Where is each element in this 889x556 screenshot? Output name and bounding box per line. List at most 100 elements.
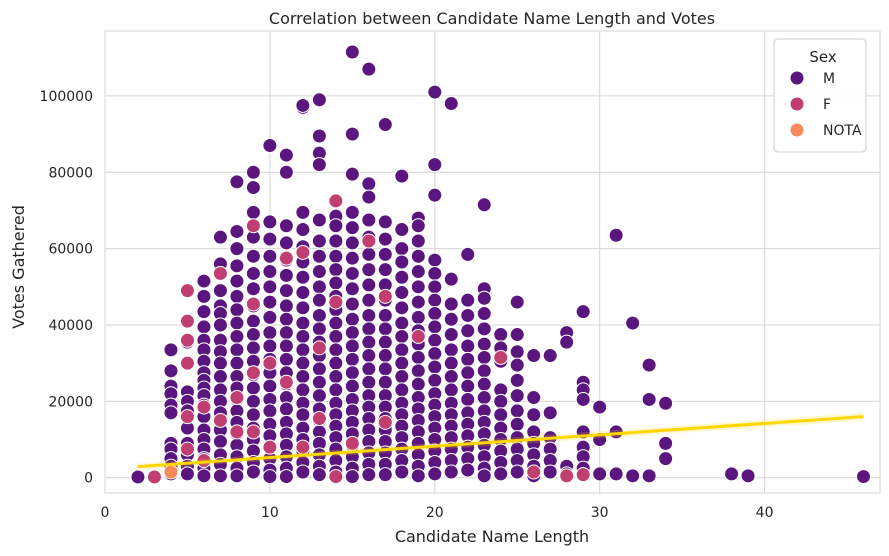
point-m: [377, 246, 393, 262]
point-m: [377, 214, 393, 230]
point-m: [229, 241, 245, 257]
legend-label-nota: NOTA: [823, 123, 862, 139]
point-m: [328, 315, 344, 331]
point-m: [377, 231, 393, 247]
point-m: [295, 285, 311, 301]
point-m: [526, 407, 542, 423]
point-m: [476, 390, 492, 406]
point-m: [278, 235, 294, 251]
point-f: [196, 399, 212, 415]
y-tick-label: 0: [84, 471, 93, 487]
point-m: [460, 365, 476, 381]
point-f: [559, 468, 575, 484]
point-f: [328, 469, 344, 485]
point-m: [608, 227, 624, 243]
point-m: [344, 220, 360, 236]
point-m: [278, 469, 294, 485]
point-m: [476, 197, 492, 213]
point-m: [344, 166, 360, 182]
point-f: [245, 424, 261, 440]
x-axis-title: Candidate Name Length: [395, 527, 589, 546]
point-m: [476, 363, 492, 379]
point-f: [179, 355, 195, 371]
point-m: [262, 309, 278, 325]
point-m: [740, 468, 756, 484]
y-tick-label: 100000: [40, 89, 93, 105]
point-m: [476, 468, 492, 484]
point-m: [476, 349, 492, 365]
point-f: [179, 313, 195, 329]
point-f: [344, 435, 360, 451]
point-m: [229, 288, 245, 304]
point-m: [262, 294, 278, 310]
point-m: [443, 296, 459, 312]
point-m: [245, 464, 261, 480]
point-m: [443, 369, 459, 385]
point-m: [394, 285, 410, 301]
point-m: [361, 292, 377, 308]
point-m: [311, 361, 327, 377]
x-tick-label: 40: [756, 505, 774, 521]
point-m: [361, 176, 377, 192]
x-tick-label: 30: [591, 505, 609, 521]
point-m: [229, 273, 245, 289]
point-m: [427, 346, 443, 362]
point-m: [427, 372, 443, 388]
point-m: [641, 391, 657, 407]
point-m: [311, 233, 327, 249]
point-m: [509, 344, 525, 360]
point-m: [509, 464, 525, 480]
point-m: [427, 306, 443, 322]
point-m: [575, 391, 591, 407]
point-m: [410, 264, 426, 280]
point-m: [344, 296, 360, 312]
point-m: [625, 468, 641, 484]
point-m: [394, 254, 410, 270]
x-tick-label: 10: [261, 505, 279, 521]
point-f: [377, 288, 393, 304]
point-m: [344, 126, 360, 142]
point-m: [410, 233, 426, 249]
point-f: [328, 294, 344, 310]
point-m: [328, 369, 344, 385]
point-m: [278, 298, 294, 314]
point-f: [179, 332, 195, 348]
chart-title: Correlation between Candidate Name Lengt…: [269, 9, 715, 28]
point-m: [344, 311, 360, 327]
point-m: [328, 233, 344, 249]
point-m: [344, 204, 360, 220]
point-f: [311, 411, 327, 427]
trend-line-group: [137, 412, 864, 470]
point-m: [212, 369, 228, 385]
point-m: [410, 248, 426, 264]
point-m: [295, 407, 311, 423]
point-m: [295, 315, 311, 331]
point-m: [493, 466, 509, 482]
point-f: [493, 349, 509, 365]
x-tick-label: 0: [101, 505, 110, 521]
point-m: [262, 214, 278, 230]
point-f: [526, 464, 542, 480]
point-m: [443, 271, 459, 287]
point-m: [229, 223, 245, 239]
legend-marker-f: [790, 97, 804, 111]
point-m: [229, 315, 245, 331]
point-m: [377, 262, 393, 278]
point-m: [295, 97, 311, 113]
point-m: [526, 390, 542, 406]
point-m: [196, 273, 212, 289]
point-m: [262, 231, 278, 247]
point-m: [509, 327, 525, 343]
y-axis-title: Votes Gathered: [9, 205, 28, 329]
point-m: [229, 258, 245, 274]
point-m: [344, 325, 360, 341]
point-m: [344, 351, 360, 367]
point-m: [361, 212, 377, 228]
point-m: [394, 269, 410, 285]
point-m: [493, 393, 509, 409]
point-m: [344, 338, 360, 354]
point-f: [212, 265, 228, 281]
point-m: [724, 466, 740, 482]
point-f: [328, 193, 344, 209]
point-m: [196, 319, 212, 335]
